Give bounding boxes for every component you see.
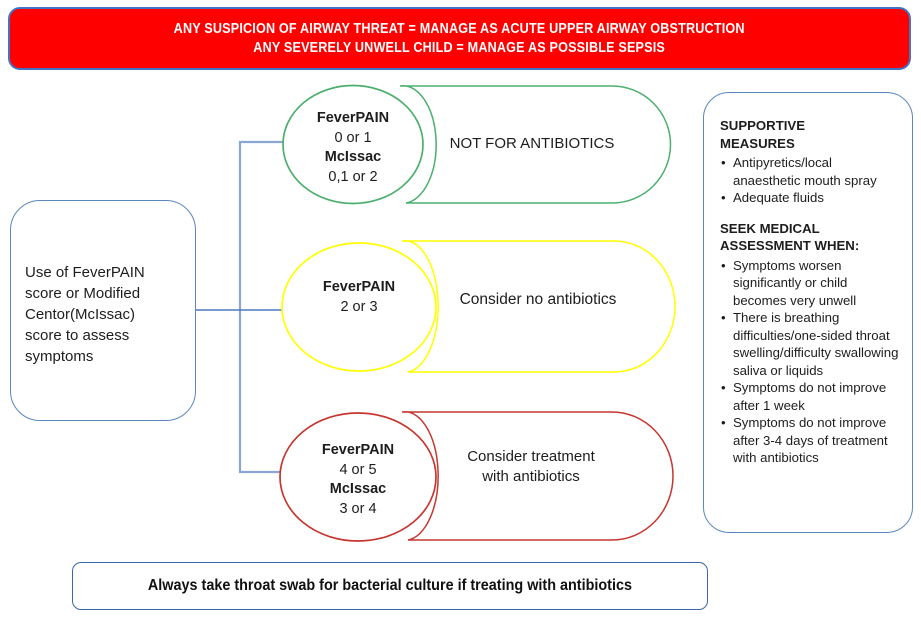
swab-note-text: Always take throat swab for bacterial cu…: [147, 577, 633, 594]
score-line: McIssac: [329, 481, 387, 497]
supportive-measures-list: Antipyretics/local anaesthetic mouth spr…: [720, 154, 898, 207]
score-line: FeverPAIN: [322, 279, 396, 295]
bullet-item: Adequate fluids: [720, 189, 899, 207]
score-ellipse-high: [279, 412, 437, 542]
score-line: 4 or 5: [339, 461, 377, 478]
bullet-item: There is breathing difficulties/one-side…: [720, 309, 899, 379]
seek-assessment-title: SEEK MEDICAL ASSESSMENT WHEN:: [720, 220, 860, 254]
bullet-item: Symptoms worsen significantly or child b…: [720, 257, 899, 310]
outcome-shape-high: [401, 410, 674, 541]
score-line: McIssac: [324, 149, 382, 165]
score-text-low: FeverPAIN 0 or 1 McIssac 0,1 or 2: [283, 86, 423, 203]
score-line: 0,1 or 2: [328, 168, 378, 185]
swab-note-box: Always take throat swab for bacterial cu…: [72, 562, 708, 610]
warning-banner: ANY SUSPICION OF AIRWAY THREAT = MANAGE …: [8, 7, 911, 70]
bullet-item: Symptoms do not improve after 3-4 days o…: [720, 414, 899, 467]
warning-banner-text: ANY SUSPICION OF AIRWAY THREAT = MANAGE …: [174, 20, 745, 58]
assessment-method-text: Use of FeverPAIN score or Modified Cento…: [25, 264, 145, 365]
outcome-text-low: NOT FOR ANTIBIOTICS: [449, 135, 615, 152]
bullet-item: Symptoms do not improve after 1 week: [720, 379, 899, 414]
score-ellipse-medium: [281, 242, 437, 372]
seek-assessment-section: SEEK MEDICAL ASSESSMENT WHEN: Symptoms w…: [720, 220, 898, 467]
seek-assessment-list: Symptoms worsen significantly or child b…: [720, 257, 898, 467]
score-text-high: FeverPAIN 4 or 5 McIssac 3 or 4: [280, 413, 436, 541]
assessment-method-box: Use of FeverPAIN score or Modified Cento…: [10, 200, 196, 421]
score-line: 2 or 3: [340, 298, 378, 315]
outcome-text-medium: Consider no antibiotics: [459, 291, 617, 308]
outcome-text-high: Consider treatment with antibiotics: [467, 448, 595, 485]
bullet-item: Antipyretics/local anaesthetic mouth spr…: [720, 154, 899, 189]
connector-trunk: [238, 140, 284, 474]
score-line: 0 or 1: [334, 129, 372, 146]
outcome-shape-medium: [401, 239, 676, 373]
score-line: 3 or 4: [339, 500, 377, 517]
banner-line-1: ANY SUSPICION OF AIRWAY THREAT = MANAGE …: [174, 20, 745, 37]
banner-line-2: ANY SEVERELY UNWELL CHILD = MANAGE AS PO…: [253, 39, 666, 56]
outcome-shape-low: [399, 85, 672, 204]
score-line: FeverPAIN: [316, 110, 390, 126]
score-ellipse-low: [282, 84, 424, 205]
score-text-medium: FeverPAIN 2 or 3: [282, 243, 436, 371]
score-line: FeverPAIN: [321, 442, 395, 458]
supportive-measures-section: SUPPORTIVE MEASURES Antipyretics/local a…: [720, 117, 898, 207]
supportive-measures-panel: SUPPORTIVE MEASURES Antipyretics/local a…: [703, 92, 913, 533]
supportive-measures-title: SUPPORTIVE MEASURES: [720, 118, 806, 151]
